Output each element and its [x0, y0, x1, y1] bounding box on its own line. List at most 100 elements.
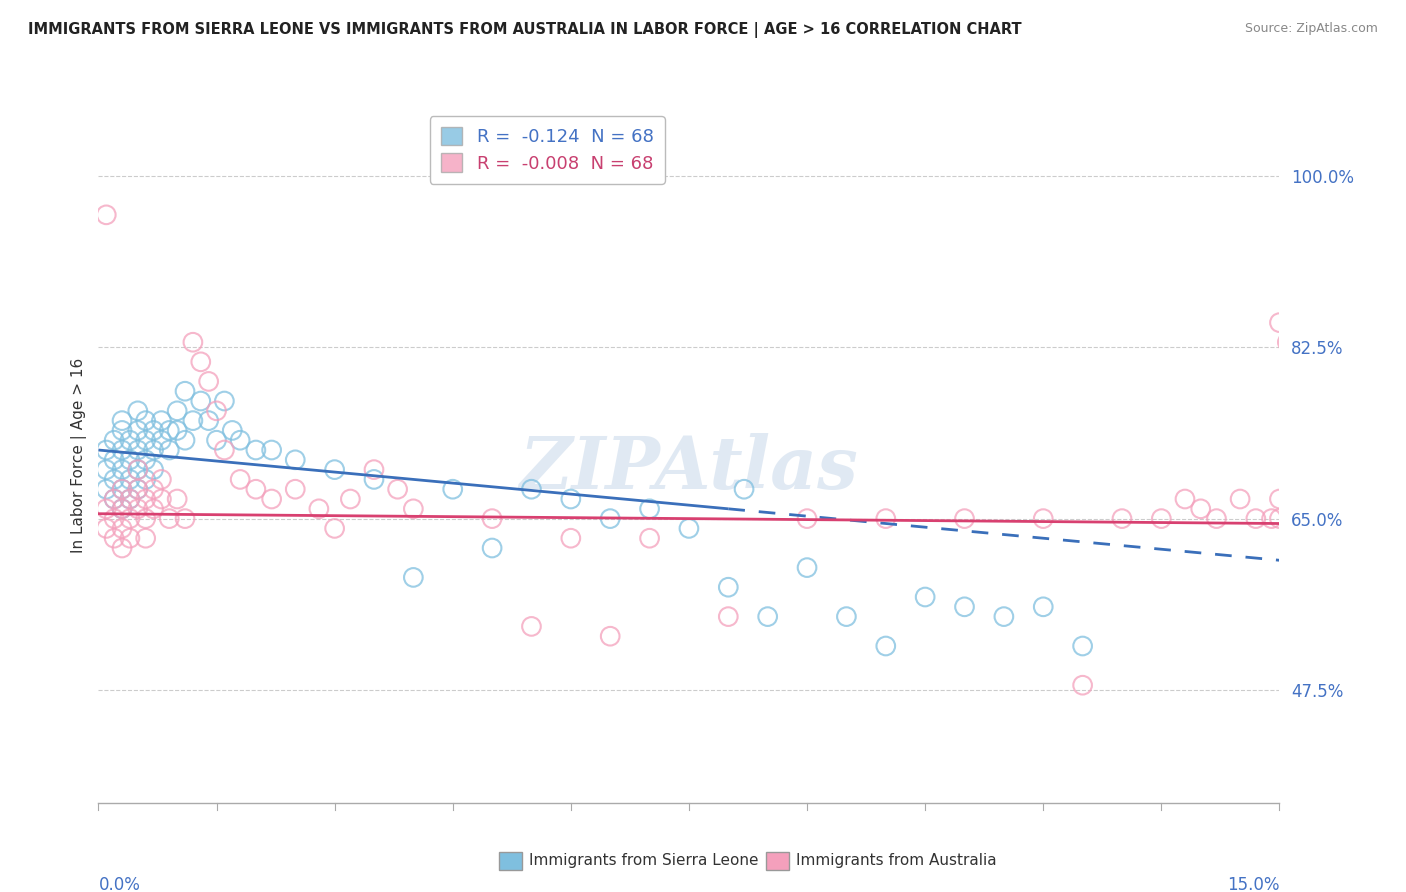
Text: Source: ZipAtlas.com: Source: ZipAtlas.com [1244, 22, 1378, 36]
Point [96, 521, 118, 535]
Point [135, 531, 157, 545]
Point [142, 424, 165, 438]
Point [717, 580, 740, 594]
Point [733, 482, 755, 496]
Point [875, 511, 897, 525]
Point [135, 491, 157, 506]
Point [197, 414, 219, 428]
Point [520, 619, 543, 633]
Point [1071, 678, 1094, 692]
Y-axis label: In Labor Force | Age > 16: In Labor Force | Age > 16 [72, 358, 87, 552]
Point [387, 482, 409, 496]
Point [111, 482, 134, 496]
Point [520, 482, 543, 496]
Text: 15.0%: 15.0% [1227, 876, 1279, 892]
Text: IMMIGRANTS FROM SIERRA LEONE VS IMMIGRANTS FROM AUSTRALIA IN LABOR FORCE | AGE >: IMMIGRANTS FROM SIERRA LEONE VS IMMIGRAN… [28, 22, 1022, 38]
Point [1284, 491, 1306, 506]
Point [96, 443, 118, 458]
Point [103, 491, 125, 506]
Point [166, 404, 188, 418]
Point [118, 472, 141, 486]
Point [1032, 511, 1054, 525]
Point [1032, 599, 1054, 614]
Point [1174, 491, 1197, 506]
Point [135, 414, 157, 428]
Point [796, 560, 818, 574]
Point [96, 462, 118, 476]
Point [560, 491, 582, 506]
Point [260, 491, 283, 506]
Point [111, 424, 134, 438]
Point [339, 491, 361, 506]
Point [174, 434, 197, 448]
Point [190, 355, 212, 369]
Point [111, 414, 134, 428]
Point [284, 452, 307, 467]
Text: ZIPAtlas: ZIPAtlas [520, 434, 858, 504]
Point [174, 384, 197, 399]
Point [118, 511, 141, 525]
Point [323, 462, 346, 476]
Point [142, 462, 165, 476]
Point [111, 482, 134, 496]
Point [875, 639, 897, 653]
Point [599, 511, 621, 525]
Point [1205, 511, 1227, 525]
Point [245, 443, 267, 458]
Point [118, 491, 141, 506]
Point [135, 434, 157, 448]
Point [678, 521, 700, 535]
Point [142, 501, 165, 516]
Point [127, 482, 149, 496]
Point [214, 394, 236, 409]
Point [96, 482, 118, 496]
Point [245, 482, 267, 496]
Point [157, 511, 180, 525]
Point [1229, 491, 1251, 506]
Point [560, 531, 582, 545]
Point [96, 501, 118, 516]
Point [103, 511, 125, 525]
Point [103, 472, 125, 486]
Point [221, 424, 243, 438]
Point [1268, 491, 1291, 506]
Point [1268, 511, 1291, 525]
Point [127, 443, 149, 458]
Point [166, 424, 188, 438]
Point [284, 482, 307, 496]
Point [150, 434, 173, 448]
Point [181, 414, 204, 428]
Point [229, 472, 252, 486]
Point [205, 404, 228, 418]
Point [157, 443, 180, 458]
Point [914, 590, 936, 604]
Point [111, 501, 134, 516]
Point [150, 491, 173, 506]
Point [1299, 707, 1322, 722]
Point [796, 511, 818, 525]
Point [1292, 511, 1315, 525]
Point [1071, 639, 1094, 653]
Point [1308, 688, 1330, 702]
Legend: R =  -0.124  N = 68, R =  -0.008  N = 68: R = -0.124 N = 68, R = -0.008 N = 68 [430, 116, 665, 184]
Point [190, 394, 212, 409]
Point [118, 434, 141, 448]
Point [481, 511, 503, 525]
Point [638, 531, 661, 545]
Point [111, 462, 134, 476]
Point [214, 443, 236, 458]
Point [756, 609, 779, 624]
Point [150, 472, 173, 486]
Point [166, 491, 188, 506]
Point [118, 452, 141, 467]
Point [1244, 511, 1267, 525]
Point [127, 482, 149, 496]
Point [481, 541, 503, 555]
Point [142, 482, 165, 496]
Point [229, 434, 252, 448]
Point [363, 472, 385, 486]
Point [1111, 511, 1133, 525]
Point [111, 443, 134, 458]
Point [363, 462, 385, 476]
Text: Immigrants from Sierra Leone: Immigrants from Sierra Leone [529, 854, 758, 868]
